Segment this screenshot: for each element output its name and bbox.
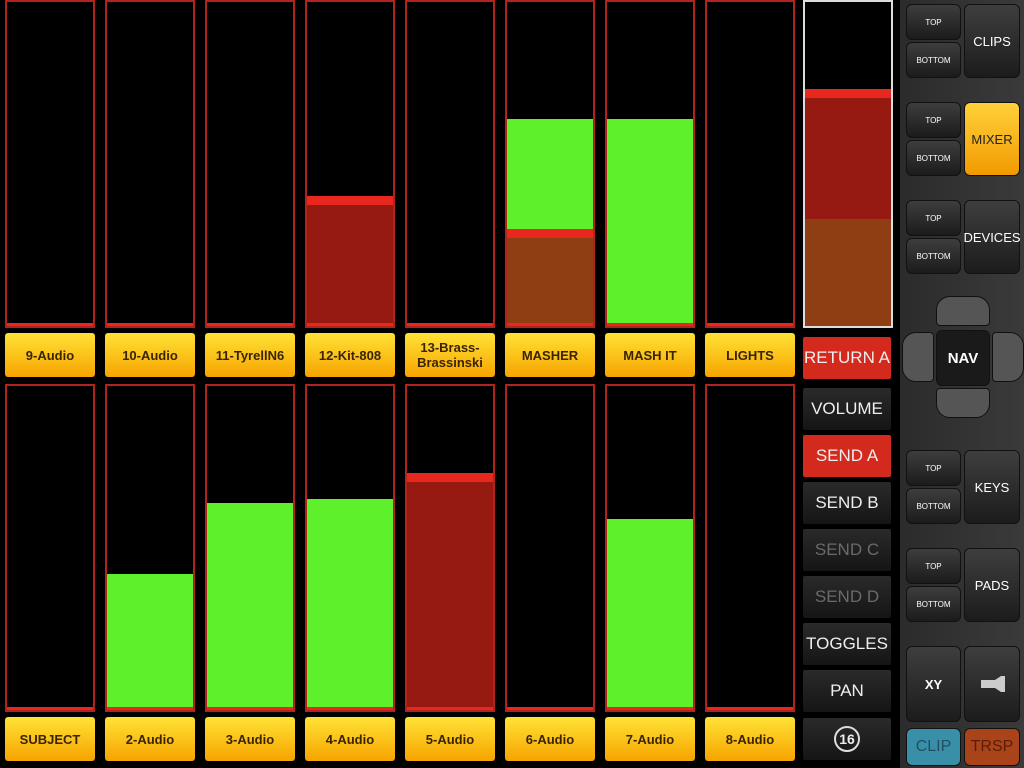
xy-button[interactable]: XY	[906, 646, 961, 722]
fader[interactable]	[405, 0, 495, 328]
nav-right[interactable]	[992, 332, 1024, 382]
page-button[interactable]: 16	[803, 718, 891, 760]
fader-level	[307, 499, 393, 710]
section-button[interactable]: DEVICES	[963, 200, 1021, 274]
bottom-button[interactable]: BOTTOM	[906, 586, 961, 622]
nav-up[interactable]	[936, 296, 990, 326]
section-button[interactable]: CLIPS	[964, 4, 1020, 78]
fader[interactable]	[105, 0, 195, 328]
fader-base	[207, 323, 293, 326]
bottom-button[interactable]: BOTTOM	[906, 488, 961, 524]
fader-base	[7, 323, 93, 326]
track-label[interactable]: 9-Audio	[5, 333, 95, 377]
top-button[interactable]: TOP	[906, 102, 961, 138]
fader[interactable]	[803, 0, 893, 328]
fader[interactable]	[705, 384, 795, 712]
track-label[interactable]: 6-Audio	[505, 717, 595, 761]
top-button[interactable]: TOP	[906, 548, 961, 584]
fader-base	[107, 323, 193, 326]
fader-base	[607, 323, 693, 326]
fader-base	[507, 707, 593, 710]
track-label[interactable]: 2-Audio	[105, 717, 195, 761]
level-cap	[805, 89, 891, 99]
track-label[interactable]: 8-Audio	[705, 717, 795, 761]
level-cap	[307, 196, 393, 206]
fader[interactable]	[505, 384, 595, 712]
fader-base	[707, 707, 793, 710]
settings-button[interactable]	[964, 646, 1020, 722]
fader-level	[607, 118, 693, 326]
track-label[interactable]: 5-Audio	[405, 717, 495, 761]
level-cap	[407, 473, 493, 483]
page-number: 16	[834, 726, 860, 752]
fader-base	[507, 323, 593, 326]
trsp-button[interactable]: TRSP	[964, 728, 1020, 766]
fader-level	[207, 502, 293, 710]
send-level	[507, 228, 593, 326]
return-button[interactable]: RETURN A	[803, 337, 891, 379]
fader[interactable]	[5, 384, 95, 712]
fader-base	[407, 707, 493, 710]
fader[interactable]	[605, 384, 695, 712]
fader-base	[707, 323, 793, 326]
fader-base	[107, 707, 193, 710]
fader-level	[307, 196, 393, 326]
track-label[interactable]: 12-Kit-808	[305, 333, 395, 377]
send-level	[805, 219, 891, 326]
track-label[interactable]: SUBJECT	[5, 717, 95, 761]
fader-base	[407, 323, 493, 326]
fader[interactable]	[105, 384, 195, 712]
mode-button[interactable]: PAN	[803, 670, 891, 712]
fader-base	[207, 707, 293, 710]
top-button[interactable]: TOP	[906, 450, 961, 486]
track-label[interactable]: 4-Audio	[305, 717, 395, 761]
mode-button[interactable]: SEND A	[803, 435, 891, 477]
fader-level	[407, 473, 493, 710]
top-button[interactable]: TOP	[906, 4, 961, 40]
bottom-button[interactable]: BOTTOM	[906, 42, 961, 78]
track-label[interactable]: MASHER	[505, 333, 595, 377]
mode-button[interactable]: TOGGLES	[803, 623, 891, 665]
track-label[interactable]: 13-Brass-Brassinski	[405, 333, 495, 377]
fader[interactable]	[305, 0, 395, 328]
track-label[interactable]: 7-Audio	[605, 717, 695, 761]
section-button[interactable]: KEYS	[964, 450, 1020, 524]
section-button[interactable]: MIXER	[964, 102, 1020, 176]
level-cap	[507, 228, 593, 238]
fader[interactable]	[505, 0, 595, 328]
fader-level	[607, 518, 693, 710]
fader-base	[7, 707, 93, 710]
bottom-button[interactable]: BOTTOM	[906, 238, 961, 274]
fader[interactable]	[205, 384, 295, 712]
mode-button[interactable]: SEND C	[803, 529, 891, 571]
nav-left[interactable]	[902, 332, 934, 382]
fader[interactable]	[405, 384, 495, 712]
fader[interactable]	[605, 0, 695, 328]
mode-button[interactable]: VOLUME	[803, 388, 891, 430]
fader[interactable]	[205, 0, 295, 328]
nav-down[interactable]	[936, 388, 990, 418]
track-label[interactable]: MASH IT	[605, 333, 695, 377]
nav-button[interactable]: NAV	[936, 330, 990, 386]
track-label[interactable]: 11-TyrellN6	[205, 333, 295, 377]
mode-button[interactable]: SEND B	[803, 482, 891, 524]
track-label[interactable]: LIGHTS	[705, 333, 795, 377]
fader[interactable]	[305, 384, 395, 712]
fader[interactable]	[5, 0, 95, 328]
wrench-icon	[981, 676, 1005, 692]
track-label[interactable]: 10-Audio	[105, 333, 195, 377]
fader-base	[307, 323, 393, 326]
mode-button[interactable]: SEND D	[803, 576, 891, 618]
fader[interactable]	[705, 0, 795, 328]
fader-base	[607, 707, 693, 710]
section-button[interactable]: PADS	[964, 548, 1020, 622]
top-button[interactable]: TOP	[906, 200, 961, 236]
track-label[interactable]: 3-Audio	[205, 717, 295, 761]
clip-button[interactable]: CLIP	[906, 728, 961, 766]
fader-level	[107, 573, 193, 710]
fader-base	[307, 707, 393, 710]
bottom-button[interactable]: BOTTOM	[906, 140, 961, 176]
